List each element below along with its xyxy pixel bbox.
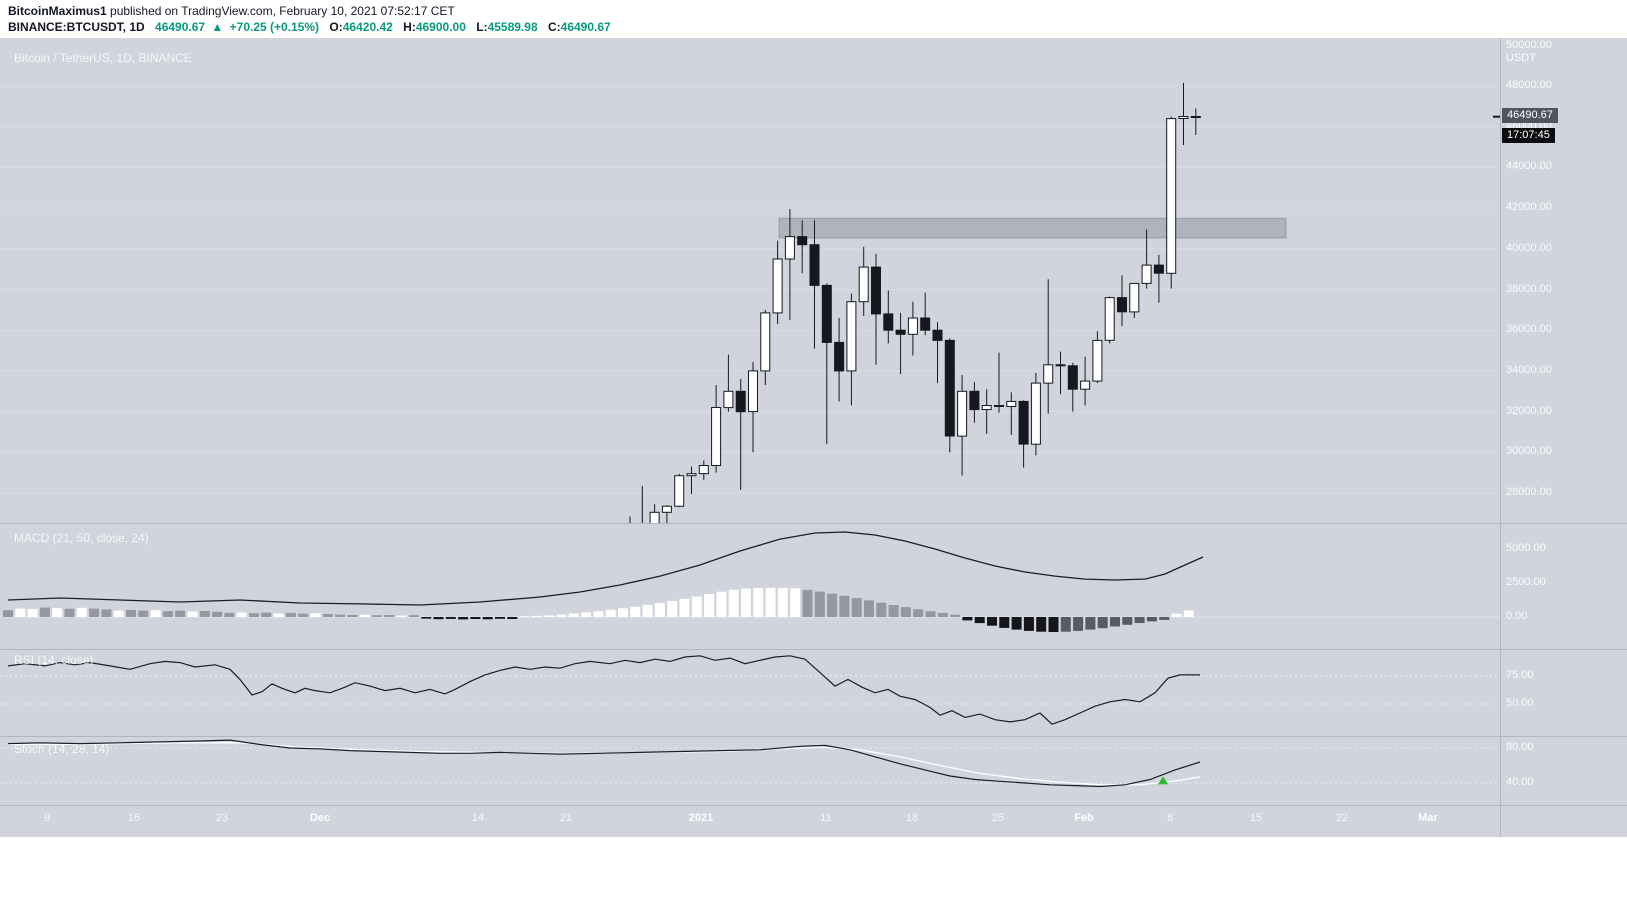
stoch-pane-title: Stoch (14, 28, 14) — [14, 742, 110, 756]
low-value: 45589.98 — [487, 20, 538, 34]
symbol-line: BINANCE:BTCUSDT, 1D 46490.67 ▲ +70.25 (+… — [8, 20, 611, 34]
price-change: +70.25 (+0.15%) — [229, 20, 320, 34]
price-axis-top-tick: 50000.00 — [1506, 39, 1552, 51]
close-label: C: — [547, 20, 561, 34]
low-label: L: — [476, 20, 488, 34]
price-axis-unit: USDT — [1506, 52, 1536, 64]
stoch-k-line — [7, 739, 1201, 788]
open-value: 46420.42 — [342, 20, 393, 34]
publication-line: BitcoinMaximus1 published on TradingView… — [8, 4, 455, 18]
rsi-line — [7, 655, 1200, 725]
open-label: O: — [329, 20, 343, 34]
candlestick-series — [629, 82, 1201, 523]
high-label: H: — [403, 20, 416, 34]
publication-text: published on TradingView.com, February 1… — [106, 4, 455, 18]
close-value: 46490.67 — [560, 20, 611, 34]
symbol-name: BINANCE:BTCUSDT, 1D — [8, 20, 145, 34]
stoch-buy-marker-icon — [1158, 776, 1168, 785]
main-pane-title: Bitcoin / TetherUS, 1D, BINANCE — [14, 51, 192, 65]
stoch-d-line — [8, 742, 1201, 786]
last-price: 46490.67 — [155, 20, 206, 34]
bar-countdown-tag: 17:07:45 — [1502, 128, 1555, 143]
author-name: BitcoinMaximus1 — [8, 4, 107, 18]
rsi-pane-title: RSI (14, close) — [14, 653, 94, 667]
publication-header: BitcoinMaximus1 published on TradingView… — [0, 0, 1627, 38]
high-value: 46900.00 — [415, 20, 466, 34]
page-footer: TradingView — [0, 837, 1627, 900]
macd-line — [7, 531, 1204, 606]
last-price-tag: 46490.67 — [1502, 108, 1558, 123]
resistance-zone — [778, 217, 1287, 239]
price-up-triangle-icon: ▲ — [211, 20, 224, 34]
macd-pane-title: MACD (21, 50, close, 24) — [14, 531, 149, 545]
